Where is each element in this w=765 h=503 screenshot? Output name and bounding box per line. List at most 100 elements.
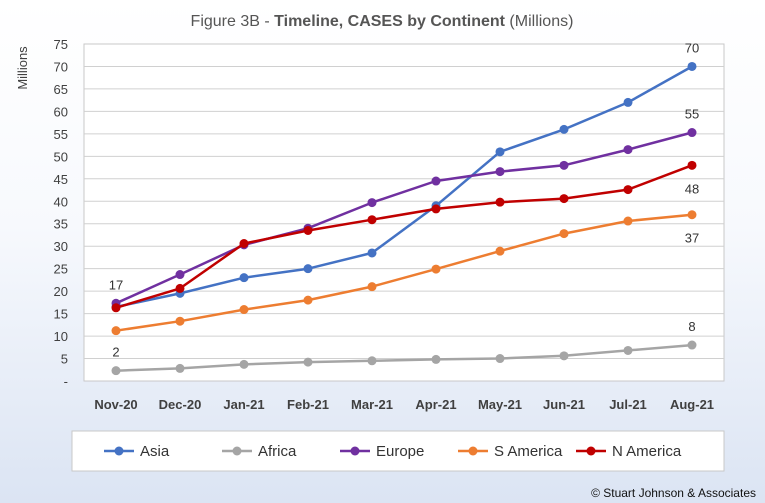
data-label: 17: [109, 277, 123, 292]
data-point-s-america: [559, 229, 569, 239]
legend-box: [71, 430, 725, 472]
gridlines: [84, 65, 724, 360]
y-tick-label: 30: [54, 239, 68, 254]
legend: Asia Africa Europe S America N America: [104, 443, 682, 460]
legend-swatch-marker: [350, 446, 360, 456]
title-prefix: Figure 3B -: [191, 13, 275, 30]
data-point-africa: [303, 357, 313, 367]
series-s-america: [111, 210, 697, 336]
y-tick-label: 20: [54, 284, 68, 299]
data-labels: 17 2 70 55 48 37 8: [109, 40, 699, 359]
y-tick-label: 50: [54, 149, 68, 164]
x-tick-label: Feb-21: [287, 397, 329, 412]
data-point-n-america: [623, 185, 633, 195]
data-point-europe: [175, 270, 185, 280]
data-point-africa: [367, 356, 377, 366]
data-point-n-america: [303, 225, 313, 235]
data-point-n-america: [175, 283, 185, 293]
series-line-europe: [115, 131, 693, 305]
data-point-n-america: [687, 160, 697, 170]
data-label: 70: [685, 40, 699, 55]
legend-swatch-marker: [232, 446, 242, 456]
y-tick-label: 10: [54, 329, 68, 344]
data-point-n-america: [431, 204, 441, 214]
y-tick-label: 75: [54, 37, 68, 52]
series-line-asia: [115, 65, 693, 309]
y-axis-ticks: - 5 10 15 20 25 30 35 40 45 50 55 60 65 70 75: [54, 37, 68, 389]
data-point-europe: [495, 167, 505, 177]
data-point-asia: [239, 273, 249, 283]
data-point-asia: [367, 248, 377, 258]
data-point-n-america: [367, 215, 377, 225]
data-point-europe: [687, 128, 697, 138]
data-label: 8: [688, 319, 695, 334]
data-point-n-america: [559, 194, 569, 204]
legend-item-n-america: N America: [576, 443, 682, 460]
x-tick-label: Jan-21: [223, 397, 264, 412]
data-point-africa: [559, 351, 569, 361]
y-tick-label: 70: [54, 59, 68, 74]
y-tick-label: 25: [54, 262, 68, 277]
data-point-europe: [559, 160, 569, 170]
data-point-n-america: [239, 239, 249, 249]
data-point-africa: [239, 359, 249, 369]
legend-swatch-marker: [586, 446, 596, 456]
y-tick-label: 15: [54, 307, 68, 322]
x-tick-label: Jun-21: [543, 397, 585, 412]
legend-item-europe: Europe: [340, 443, 424, 460]
legend-label: Asia: [140, 443, 170, 460]
legend-label: N America: [612, 443, 682, 460]
data-point-africa: [175, 363, 185, 373]
data-point-s-america: [431, 264, 441, 274]
y-tick-label: 45: [54, 172, 68, 187]
data-point-s-america: [687, 210, 697, 220]
data-point-s-america: [303, 295, 313, 305]
title-suffix: (Millions): [505, 13, 573, 30]
data-point-s-america: [367, 282, 377, 292]
data-point-asia: [303, 264, 313, 274]
data-point-africa: [495, 354, 505, 364]
data-point-n-america: [495, 197, 505, 207]
data-label: 37: [685, 231, 699, 246]
y-tick-label: 35: [54, 217, 68, 232]
data-label: 48: [685, 181, 699, 196]
legend-item-s-america: S America: [458, 443, 563, 460]
x-tick-label: Dec-20: [159, 397, 202, 412]
data-point-africa: [623, 345, 633, 355]
x-tick-label: Apr-21: [415, 397, 456, 412]
data-point-europe: [367, 198, 377, 208]
x-tick-label: May-21: [478, 397, 522, 412]
data-point-s-america: [239, 305, 249, 315]
legend-item-asia: Asia: [104, 443, 170, 460]
data-point-s-america: [495, 246, 505, 256]
data-point-asia: [623, 97, 633, 107]
legend-swatch-marker: [468, 446, 478, 456]
legend-swatch-marker: [114, 446, 124, 456]
y-tick-label: 40: [54, 194, 68, 209]
series-lines: [111, 61, 697, 376]
chart-title: Figure 3B - Timeline, CASES by Continent…: [191, 13, 574, 30]
plot-area: [83, 43, 725, 382]
series-africa: [111, 340, 697, 376]
data-point-n-america: [111, 303, 121, 313]
title-bold: Timeline, CASES by Continent: [274, 13, 506, 30]
copyright-text: © Stuart Johnson & Associates: [591, 486, 756, 500]
x-tick-label: Aug-21: [670, 397, 714, 412]
data-label: 2: [112, 345, 119, 360]
series-line-africa: [115, 343, 693, 372]
y-tick-label: 55: [54, 127, 68, 142]
data-point-s-america: [175, 316, 185, 326]
x-tick-label: Jul-21: [609, 397, 647, 412]
data-point-africa: [111, 366, 121, 376]
legend-label: Africa: [258, 443, 297, 460]
data-point-europe: [623, 145, 633, 155]
data-point-asia: [687, 61, 697, 71]
y-axis-label: Millions: [15, 46, 30, 90]
legend-label: Europe: [376, 443, 424, 460]
y-tick-label: 65: [54, 82, 68, 97]
data-point-africa: [687, 340, 697, 350]
y-tick-label: 5: [61, 352, 68, 367]
legend-label: S America: [494, 443, 563, 460]
series-n-america: [111, 160, 697, 313]
data-point-europe: [431, 176, 441, 186]
